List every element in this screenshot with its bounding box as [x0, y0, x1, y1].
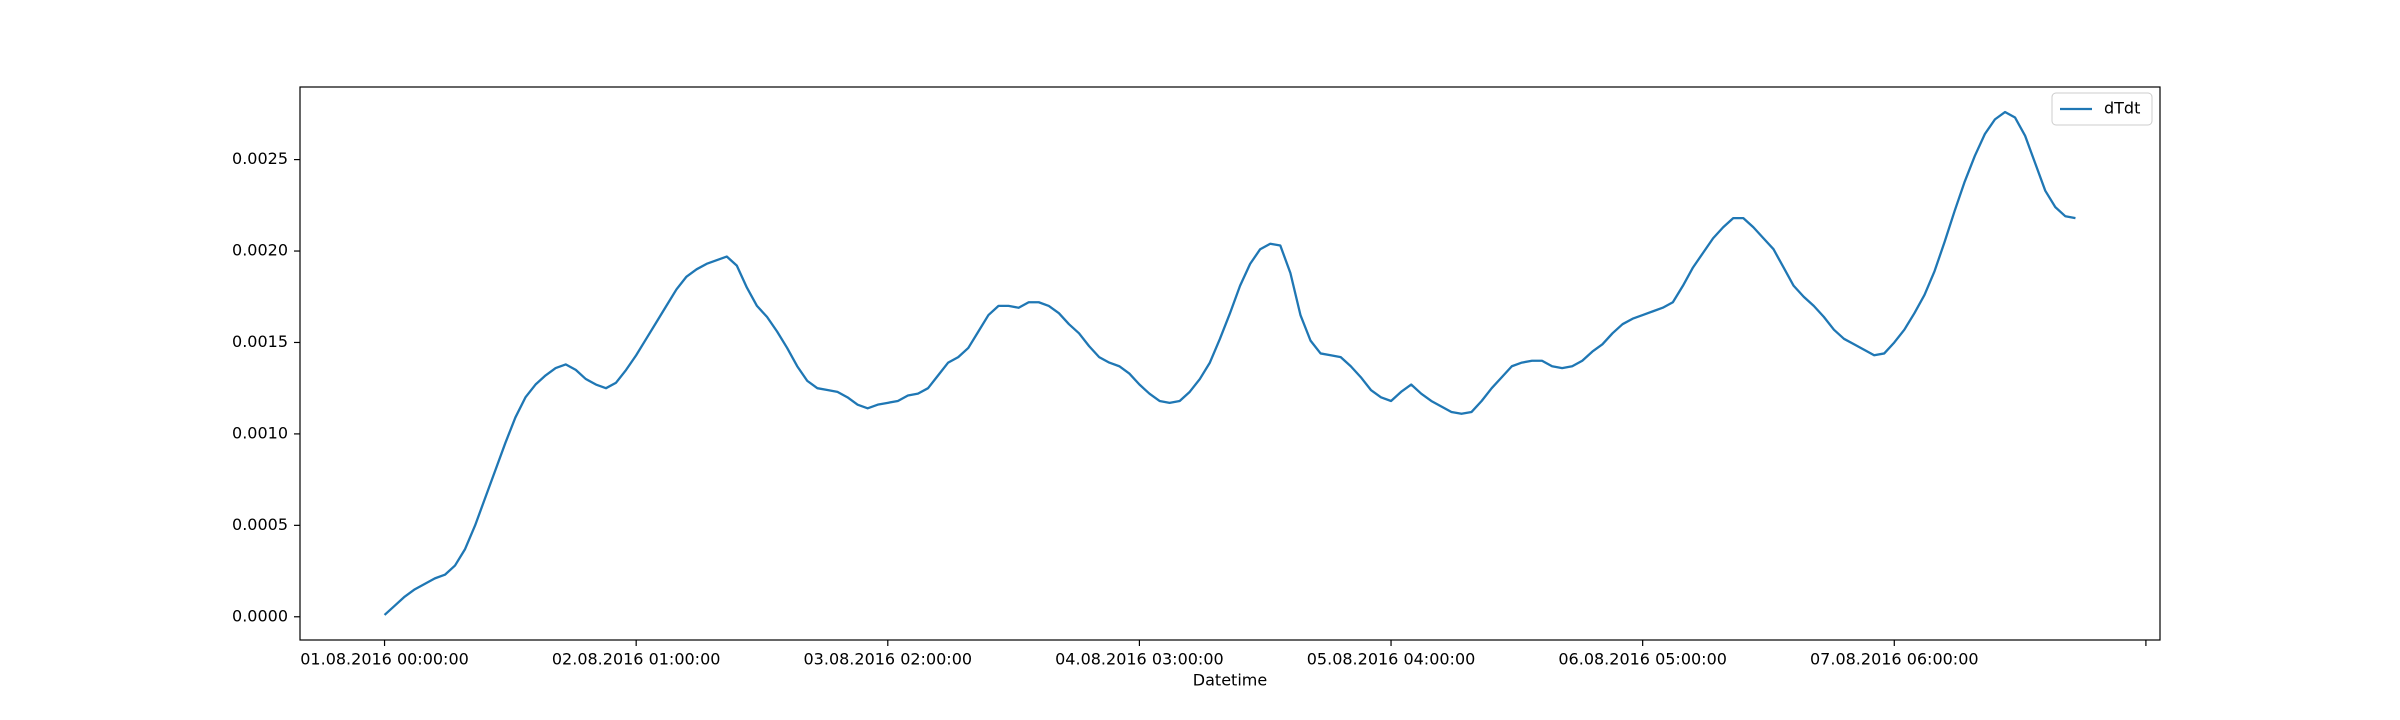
x-tick-label: 04.08.2016 03:00:00	[1055, 650, 1224, 669]
y-tick-label: 0.0015	[232, 332, 288, 351]
legend-box	[2051, 92, 2153, 126]
x-tick-label: 03.08.2016 02:00:00	[804, 650, 973, 669]
x-tick-label: 01.08.2016 00:00:00	[300, 650, 469, 669]
y-tick-label: 0.0020	[232, 241, 288, 260]
y-tick-label: 0.0010	[232, 423, 288, 442]
x-axis-label: Datetime	[1193, 671, 1267, 690]
legend-label: dTdt	[2104, 99, 2140, 118]
y-tick-label: 0.0005	[232, 515, 288, 534]
x-tick-label: 05.08.2016 04:00:00	[1307, 650, 1476, 669]
y-tick-label: 0.0025	[232, 149, 288, 168]
axes-frame	[299, 86, 2161, 641]
data-line	[383, 110, 2076, 616]
y-tick-label: 0.0000	[232, 606, 288, 625]
x-tick-label: 02.08.2016 01:00:00	[552, 650, 721, 669]
x-tick-label: 06.08.2016 05:00:00	[1558, 650, 1727, 669]
x-tick-label: 07.08.2016 06:00:00	[1810, 650, 1979, 669]
